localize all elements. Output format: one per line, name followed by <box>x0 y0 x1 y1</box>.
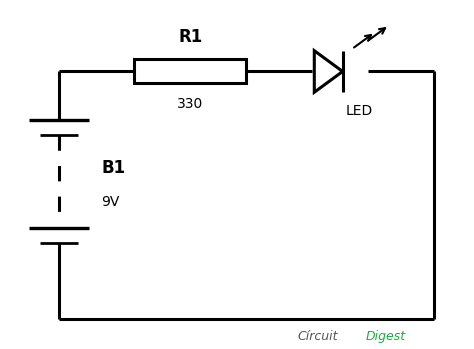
Text: B1: B1 <box>101 159 125 177</box>
Text: Círcuit: Círcuit <box>298 330 338 343</box>
Text: LED: LED <box>345 104 373 118</box>
Text: R1: R1 <box>178 28 202 46</box>
Text: 330: 330 <box>177 97 203 111</box>
Text: Digest: Digest <box>366 330 406 343</box>
Bar <box>134 59 246 83</box>
Polygon shape <box>314 51 343 92</box>
Text: 9V: 9V <box>101 195 119 209</box>
